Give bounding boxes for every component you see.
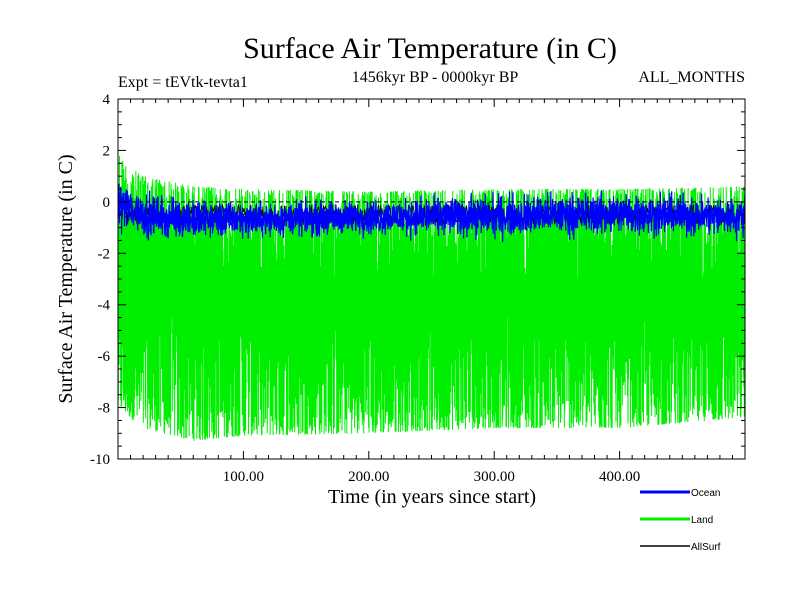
series-line-ocean <box>118 183 745 243</box>
legend: Ocean Land AllSurf <box>640 488 721 553</box>
y-tick-label: -8 <box>98 401 111 417</box>
series-line-land <box>118 156 745 441</box>
y-tick-label: 2 <box>103 143 111 159</box>
experiment-label: Expt = tEVtk-tevta1 <box>118 74 248 91</box>
y-tick-label: 0 <box>103 195 111 211</box>
x-tick-label: 100.00 <box>223 469 264 485</box>
y-tick-label: 4 <box>103 92 111 108</box>
x-tick-label: 300.00 <box>474 469 515 485</box>
y-tick-label: -6 <box>98 349 111 365</box>
y-axis-label: Surface Air Temperature (in C) <box>55 154 77 403</box>
chart-title: Surface Air Temperature (in C) <box>243 32 617 65</box>
x-tick-label: 400.00 <box>599 469 640 485</box>
y-tick-label: -4 <box>98 298 111 314</box>
series-layer <box>118 156 745 441</box>
x-tick-label: 200.00 <box>348 469 389 485</box>
chart-subtitle: 1456kyr BP - 0000kyr BP <box>352 69 519 86</box>
legend-label-allsurf: AllSurf <box>691 542 721 553</box>
months-label: ALL_MONTHS <box>638 69 745 86</box>
x-axis-label: Time (in years since start) <box>328 486 536 508</box>
ticks-layer: 100.00 200.00 300.00 400.00 -10 -8 -6 -4 -2 0 2 4 <box>90 92 745 485</box>
legend-label-ocean: Ocean <box>691 488 720 499</box>
y-tick-label: -10 <box>90 452 110 468</box>
legend-label-land: Land <box>691 515 713 526</box>
y-tick-label: -2 <box>98 246 111 262</box>
